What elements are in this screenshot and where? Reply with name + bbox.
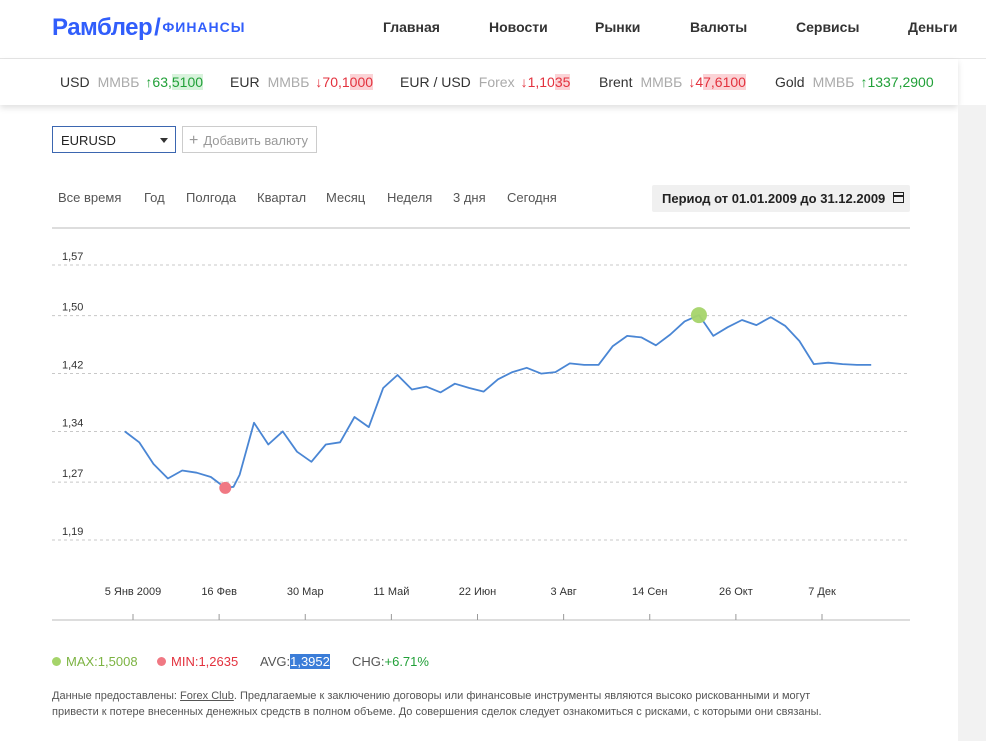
logo[interactable]: Рамблер/ФИНАНСЫ — [52, 14, 245, 42]
ticker-source: ММВБ — [640, 74, 683, 90]
arrow-down-icon: ↓ — [688, 74, 696, 90]
y-tick-label: 1,50 — [62, 302, 83, 314]
nav-home[interactable]: Главная — [383, 19, 440, 35]
ticker-symbol: Gold — [775, 74, 805, 90]
nav-markets[interactable]: Рынки — [595, 19, 641, 35]
tab-3-days[interactable]: 3 дня — [453, 190, 486, 205]
add-currency-button[interactable]: + Добавить валюту — [182, 126, 317, 153]
x-tick-label: 16 Фев — [201, 586, 237, 598]
forex-club-link[interactable]: Forex Club — [180, 690, 234, 702]
ticker-item-eur[interactable]: EUR ММВБ ↓70,1000 — [230, 74, 374, 90]
ticker-value: ↓1,1035 — [520, 74, 571, 90]
x-tick-label: 30 Мар — [287, 586, 324, 598]
ticker-symbol: Brent — [599, 74, 633, 90]
chevron-down-icon — [160, 138, 168, 143]
arrow-up-icon: ↑ — [860, 74, 868, 90]
tab-month[interactable]: Месяц — [326, 190, 366, 205]
chart-stats: MAX:1,5008 MIN:1,2635 AVG:1,3952 CHG:+6.… — [52, 654, 652, 670]
ticker-item-gold[interactable]: Gold ММВБ ↑1337,2900 — [775, 74, 934, 90]
x-tick-label: 22 Июн — [459, 586, 497, 598]
arrow-up-icon: ↑ — [145, 74, 153, 90]
currency-select[interactable]: EURUSD — [52, 126, 176, 153]
x-tick-label: 3 Авг — [550, 586, 576, 598]
arrow-down-icon: ↓ — [520, 74, 528, 90]
ticker-item-eurusd[interactable]: EUR / USD Forex ↓1,1035 — [400, 74, 571, 90]
ticker-source: ММВБ — [812, 74, 855, 90]
min-point-marker — [219, 481, 232, 494]
site-header: Рамблер/ФИНАНСЫ Главная Новости Рынки Ва… — [0, 0, 986, 59]
tab-today[interactable]: Сегодня — [507, 190, 557, 205]
right-scroll-gutter — [958, 105, 986, 741]
ticker-symbol: USD — [60, 74, 90, 90]
period-tabs: Все время Год Полгода Квартал Месяц Неде… — [0, 190, 986, 210]
disclaimer: Данные предоставлены: Forex Club. Предла… — [52, 690, 822, 718]
currency-select-value: EURUSD — [61, 133, 116, 148]
x-tick-label: 14 Сен — [632, 586, 667, 598]
plus-icon: + — [189, 132, 199, 149]
ticker-value: ↓70,1000 — [315, 74, 374, 90]
logo-text: Рамблер — [52, 14, 153, 41]
ticker-item-brent[interactable]: Brent ММВБ ↓47,6100 — [599, 74, 746, 90]
x-tick-label: 11 Май — [373, 586, 409, 598]
date-range-picker[interactable]: Период от 01.01.2009 до 31.12.2009 — [652, 185, 910, 212]
max-point-marker — [690, 307, 707, 324]
quotes-ticker: USD ММВБ ↑63,5100 EUR ММВБ ↓70,1000 EUR / US… — [0, 59, 958, 105]
add-currency-label: Добавить валюту — [203, 133, 309, 148]
logo-slash: / — [154, 14, 161, 41]
price-chart: 1,19 1,27 1,34 1,42 1,50 1,57 5 Янв 2009 16 Фев… — [0, 226, 986, 626]
chart-svg: 1,19 1,27 1,34 1,42 1,50 1,57 5 Янв 2009 16 Фев… — [52, 227, 910, 621]
stat-max: MAX:1,5008 — [52, 654, 138, 669]
y-tick-label: 1,57 — [62, 251, 83, 263]
logo-sub: ФИНАНСЫ — [162, 19, 246, 35]
ticker-source: Forex — [478, 74, 515, 90]
ticker-symbol: EUR — [230, 74, 260, 90]
ticker-value: ↓47,6100 — [688, 74, 746, 90]
max-dot-icon — [52, 657, 61, 666]
min-dot-icon — [157, 657, 166, 666]
tab-quarter[interactable]: Квартал — [257, 190, 307, 205]
arrow-down-icon: ↓ — [315, 74, 323, 90]
stat-avg: AVG:1,3952 — [260, 654, 330, 669]
tab-week[interactable]: Неделя — [387, 190, 433, 205]
nav-currencies[interactable]: Валюты — [690, 19, 748, 35]
x-tick-label: 26 Окт — [719, 586, 753, 598]
date-range-label: Период от 01.01.2009 до 31.12.2009 — [662, 191, 886, 206]
y-tick-label: 1,42 — [62, 360, 83, 372]
y-tick-label: 1,19 — [62, 526, 83, 538]
series-line — [124, 314, 872, 489]
stat-chg: CHG:+6.71% — [352, 654, 429, 669]
ticker-item-usd[interactable]: USD ММВБ ↑63,5100 — [60, 74, 204, 90]
nav-services[interactable]: Сервисы — [796, 19, 860, 35]
x-tick-label: 5 Янв 2009 — [105, 586, 162, 598]
ticker-symbol: EUR / USD — [400, 74, 471, 90]
calendar-icon — [893, 192, 904, 203]
tab-all-time[interactable]: Все время — [58, 190, 122, 205]
nav-money[interactable]: Деньги — [908, 19, 958, 35]
ticker-source: ММВБ — [97, 74, 140, 90]
ticker-source: ММВБ — [267, 74, 310, 90]
tab-half-year[interactable]: Полгода — [186, 190, 237, 205]
nav-news[interactable]: Новости — [489, 19, 548, 35]
main-nav: Главная Новости Рынки Валюты Сервисы Ден… — [0, 19, 986, 39]
stat-min: MIN:1,2635 — [157, 654, 238, 669]
ticker-value: ↑63,5100 — [145, 74, 204, 90]
x-tick-label: 7 Дек — [808, 586, 836, 598]
ticker-value: ↑1337,2900 — [860, 74, 934, 90]
y-tick-label: 1,34 — [62, 417, 83, 429]
y-tick-label: 1,27 — [62, 468, 83, 480]
tab-year[interactable]: Год — [144, 190, 165, 205]
